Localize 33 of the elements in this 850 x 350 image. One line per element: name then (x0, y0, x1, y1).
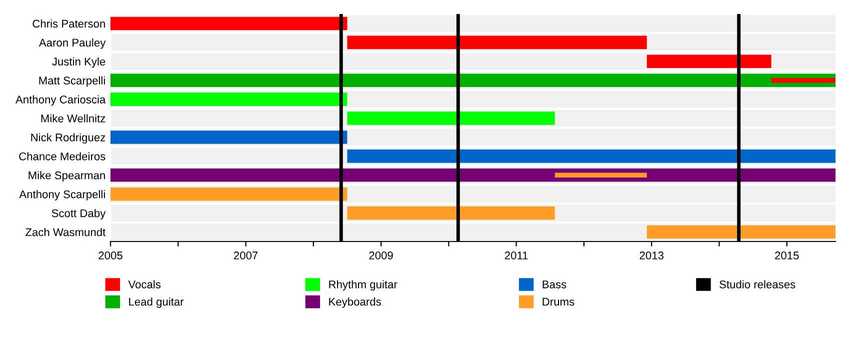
y-tick-label: Anthony Carioscia (15, 95, 106, 106)
y-tick-label: Scott Daby (52, 209, 106, 220)
y-tick-label: Nick Rodriguez (31, 133, 106, 144)
x-tick-label: 2015 (775, 252, 799, 260)
legend-label: Keyboards (329, 298, 381, 308)
x-tick-label: 2011 (504, 252, 528, 260)
y-tick-label: Chance Medeiros (19, 152, 106, 160)
legend-label: Bass (542, 280, 566, 288)
bar (110, 92, 348, 106)
bar (646, 225, 836, 239)
bar (347, 112, 555, 125)
bar (347, 206, 555, 220)
y-tick-label: Aaron Pauley (38, 38, 106, 49)
x-tick-label: 2005 (98, 252, 122, 260)
legend-label: Vocals (128, 280, 161, 288)
bar (110, 130, 348, 144)
y-tick-label: Anthony Scarpelli (19, 190, 105, 200)
legend-label: Lead guitar (129, 298, 184, 308)
legend-label: Rhythm guitar (329, 280, 398, 291)
x-tick-label: 2013 (640, 252, 664, 260)
x-tick-label: 2007 (234, 252, 258, 260)
y-tick-label: Justin Kyle (52, 57, 106, 68)
x-tick-label: 2009 (369, 252, 393, 260)
y-tick-label: Zach Wasmundt (26, 228, 106, 236)
legend-label: Drums (542, 298, 574, 306)
bar (646, 54, 772, 68)
y-tick-label: Mike Spearman (28, 171, 105, 182)
bar (110, 187, 348, 201)
y-tick-label: Chris Paterson (32, 19, 105, 28)
y-tick-label: Matt Scarpelli (39, 76, 105, 87)
legend-label: Studio releases (720, 280, 796, 288)
bar (110, 16, 348, 30)
y-tick-label: Mike Wellnitz (41, 114, 106, 122)
